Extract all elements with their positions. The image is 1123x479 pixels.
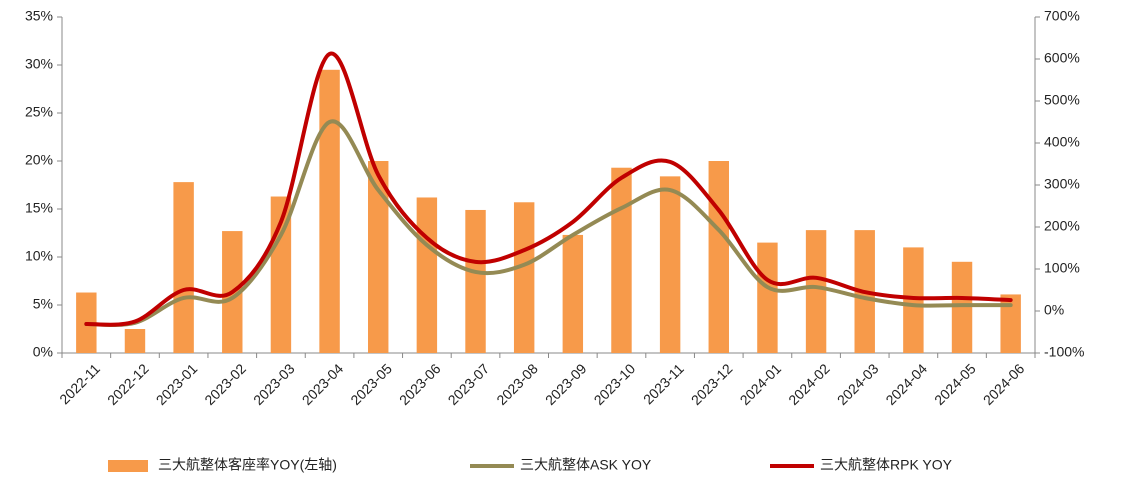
x-tick-label: 2024-03 [834, 360, 882, 408]
x-tick-label: 2023-02 [201, 360, 249, 408]
bar [1000, 294, 1021, 353]
bar [951, 261, 973, 353]
legend-label: 三大航整体RPK YOY [820, 457, 953, 473]
bar [611, 167, 632, 353]
bar [513, 202, 535, 353]
x-tick-label: 2023-05 [347, 360, 395, 408]
y-tick-label: 5% [33, 296, 53, 312]
bar [805, 230, 827, 353]
line [84, 119, 1013, 328]
x-tick-label: 2024-01 [737, 360, 785, 408]
y2-tick-label: 700% [1044, 8, 1080, 24]
bar [416, 197, 438, 353]
x-tick-label: 2022-12 [104, 360, 152, 408]
x-tick-label: 2024-04 [882, 360, 930, 408]
bar [708, 161, 729, 353]
y-tick-label: 30% [25, 56, 53, 72]
y-tick-label: 25% [25, 104, 53, 120]
bar [465, 209, 486, 353]
x-tick-label: 2023-01 [153, 360, 201, 408]
bar [659, 176, 681, 353]
bar [319, 69, 340, 354]
x-tick-label: 2023-03 [250, 360, 298, 408]
bar [173, 182, 194, 353]
x-tick-label: 2023-04 [299, 360, 347, 408]
x-tick-label: 2023-12 [688, 360, 736, 408]
bar [124, 329, 146, 353]
y-tick-label: 20% [25, 152, 53, 168]
legend-label: 三大航整体客座率YOY(左轴) [158, 457, 337, 473]
y2-tick-label: -100% [1044, 344, 1084, 360]
y2-tick-label: 0% [1044, 302, 1064, 318]
bar [757, 242, 778, 353]
x-tick-label: 2023-06 [396, 360, 444, 408]
x-tick-label: 2023-07 [445, 360, 493, 408]
x-tick-label: 2023-10 [591, 360, 639, 408]
x-tick-label: 2023-09 [542, 360, 590, 408]
x-tick-label: 2024-05 [931, 360, 979, 408]
y-tick-label: 0% [33, 344, 53, 360]
bar [903, 247, 924, 353]
y2-tick-label: 400% [1044, 134, 1080, 150]
x-tick-label: 2024-06 [980, 360, 1028, 408]
y-tick-label: 15% [25, 200, 53, 216]
y-tick-label: 10% [25, 248, 53, 264]
y2-tick-label: 300% [1044, 176, 1080, 192]
legend-label: 三大航整体ASK YOY [520, 457, 652, 473]
x-tick-label: 2023-11 [640, 360, 687, 407]
bar [562, 234, 584, 353]
x-tick-label: 2024-02 [785, 360, 833, 408]
y2-tick-label: 600% [1044, 50, 1080, 66]
x-tick-label: 2022-11 [56, 360, 103, 407]
y-tick-label: 35% [25, 8, 53, 24]
y2-tick-label: 200% [1044, 218, 1080, 234]
line [84, 51, 1013, 327]
y2-tick-label: 100% [1044, 260, 1080, 276]
x-tick-label: 2023-08 [493, 360, 541, 408]
y2-tick-label: 500% [1044, 92, 1080, 108]
bar [368, 161, 389, 353]
legend-swatch [108, 460, 148, 472]
